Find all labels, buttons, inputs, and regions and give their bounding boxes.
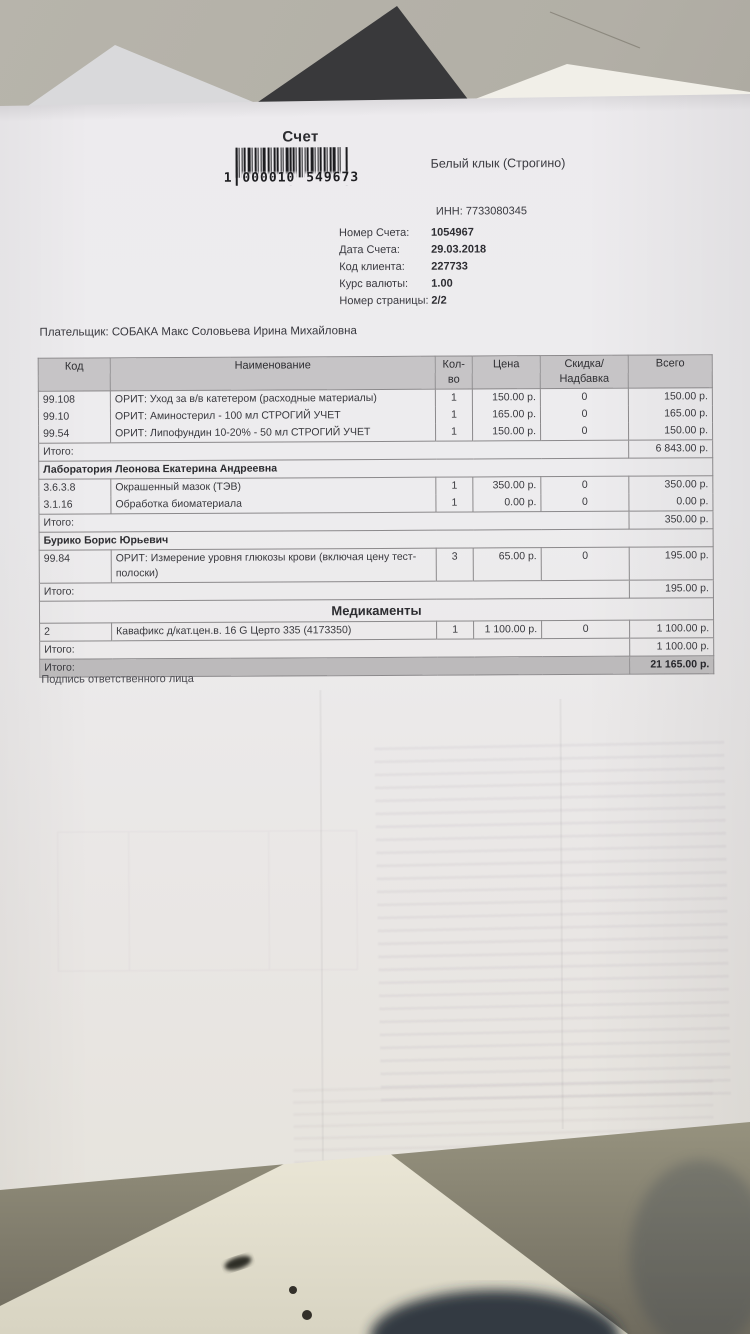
cell-name: Обработка биоматериала	[110, 494, 436, 514]
cell-price: 350.00 р.	[472, 476, 541, 495]
meta-value: 1054967	[430, 226, 474, 240]
meta-row: Курс валюты: 1.00	[339, 274, 639, 292]
header-name: Наименование	[110, 356, 436, 391]
dark-shadow-blob	[370, 1290, 620, 1334]
meta-label: Курс валюты:	[339, 277, 409, 290]
cell-price: 1 100.00 р.	[473, 620, 542, 639]
cell-price: 165.00 р.	[472, 406, 541, 424]
header-code: Код	[38, 357, 111, 392]
cell-price: 0.00 р.	[472, 494, 541, 512]
cell-total: 1 100.00 р.	[629, 619, 714, 639]
cell-discount: 0	[541, 547, 630, 581]
bleed-through-table	[57, 830, 358, 972]
subtotal-value: 6 843.00 р.	[628, 439, 713, 459]
services-table: Код Наименование Кол-во Цена Скидка/Надб…	[38, 354, 715, 678]
meta-label: Дата Счета:	[339, 244, 400, 257]
payer-line: Плательщик: СОБАКА Макс Соловьева Ирина …	[39, 325, 357, 339]
cell-code: 99.84	[39, 549, 112, 584]
meta-row: Номер Счета: 1054967	[339, 224, 639, 242]
signature-line: Подпись ответственного лица	[41, 672, 194, 686]
meta-value: 227733	[431, 260, 468, 273]
cell-code: 99.54	[38, 425, 111, 444]
header-qty: Кол-во	[435, 355, 473, 390]
cell-qty: 1	[435, 476, 473, 495]
invoice-meta: Номер Счета: 1054967 Дата Счета: 29.03.201…	[339, 224, 639, 310]
cell-discount: 0	[541, 620, 630, 639]
cell-total: 0.00 р.	[628, 493, 713, 512]
grand-total-value: 21 165.00 р.	[629, 655, 714, 675]
meta-value: 2/2	[431, 294, 447, 307]
paper-corner-left	[25, 45, 258, 108]
cell-discount: 0	[540, 476, 629, 495]
meta-label: Номер страницы:	[339, 294, 429, 307]
bleed-through-text	[374, 740, 732, 1108]
table-header-row: Код Наименование Кол-во Цена Скидка/Надб…	[38, 354, 713, 392]
cell-total: 165.00 р.	[628, 405, 713, 423]
cell-code: 99.108	[38, 390, 111, 409]
cell-name: ОРИТ: Аминостерил - 100 мл СТРОГИЙ УЧЕТ	[110, 406, 436, 426]
cell-qty: 1	[436, 620, 474, 640]
dark-folder-corner	[258, 6, 470, 102]
cell-discount: 0	[540, 422, 629, 441]
header-price: Цена	[472, 355, 541, 389]
cell-name: ОРИТ: Измерение уровня глюкозы крови (вк…	[111, 548, 437, 583]
spot-2	[302, 1310, 312, 1320]
cell-qty: 1	[435, 423, 473, 442]
header-discount: Скидка/Надбавка	[540, 355, 629, 389]
cell-code: 99.10	[38, 408, 111, 426]
inn-line: ИНН: 7733080345	[435, 205, 528, 218]
cell-total: 350.00 р.	[628, 475, 713, 494]
cell-qty: 3	[436, 547, 474, 582]
barcode-digits: 1 000010 549673	[223, 170, 361, 186]
spot-1	[289, 1286, 297, 1294]
ink-smudge	[224, 1255, 252, 1271]
cell-name: ОРИТ: Липофундин 10-20% - 50 мл СТРОГИЙ …	[110, 423, 436, 443]
cell-discount: 0	[540, 405, 629, 424]
subtotal-value: 195.00 р.	[629, 579, 714, 599]
cell-discount: 0	[540, 388, 629, 407]
cell-code: 2	[39, 622, 112, 642]
meta-value: 1.00	[431, 277, 453, 290]
meta-label: Код клиента:	[339, 260, 405, 274]
cell-price: 65.00 р.	[473, 547, 542, 581]
cell-total: 195.00 р.	[629, 546, 714, 581]
clinic-name: Белый клык (Строгино)	[430, 155, 566, 171]
subtotal-value: 1 100.00 р.	[629, 637, 714, 657]
subtotal-value: 350.00 р.	[628, 510, 714, 530]
cream-table-edge	[0, 1128, 628, 1334]
services-table-wrap: Код Наименование Кол-во Цена Скидка/Надб…	[38, 354, 716, 678]
header-total: Всего	[628, 354, 713, 389]
meta-label: Номер Счета:	[338, 227, 410, 240]
cell-total: 150.00 р.	[628, 387, 713, 406]
cell-discount: 0	[540, 493, 629, 512]
cell-price: 150.00 р.	[472, 423, 541, 441]
meta-row: Код клиента: 227733	[339, 257, 639, 275]
cell-total: 150.00 р.	[628, 422, 713, 441]
cell-qty: 1	[435, 494, 473, 513]
cell-code: 3.1.16	[38, 496, 111, 515]
cell-code: 3.6.3.8	[38, 478, 111, 497]
cell-name: Окрашенный мазок (ТЭВ)	[110, 477, 436, 497]
paper-crease	[319, 690, 324, 1161]
document-title: Счет	[282, 128, 319, 146]
paper-crease	[559, 699, 564, 1130]
cell-qty: 1	[435, 406, 473, 424]
barcode: 1 000010 549673	[224, 147, 361, 194]
hair-line	[549, 11, 641, 49]
table-row: 99.84 ОРИТ: Измерение уровня глюкозы кров…	[39, 546, 714, 584]
cell-price: 150.00 р.	[472, 388, 541, 407]
meta-row: Дата Счета: 29.03.2018	[339, 240, 639, 258]
services-table-body: 99.108 ОРИТ: Уход за в/в катетером (расхо…	[38, 387, 714, 678]
cell-name: ОРИТ: Уход за в/в катетером (расходные м…	[110, 389, 436, 409]
cell-qty: 1	[435, 388, 473, 407]
table-shadow-right	[630, 1160, 750, 1334]
cell-name: Кавафикс д/кат.цен.в. 16 G Церто 335 (41…	[111, 621, 437, 641]
meta-row: Номер страницы: 2/2	[339, 291, 639, 309]
meta-value: 29.03.2018	[431, 243, 487, 256]
